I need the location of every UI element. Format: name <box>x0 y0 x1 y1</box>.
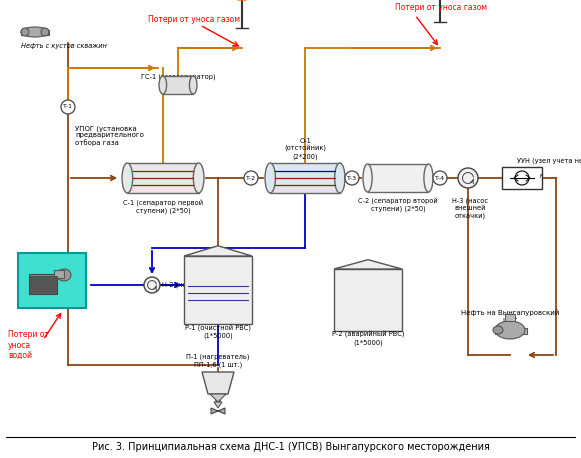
Text: С-1 (сепаратор первой
ступени) (2*50): С-1 (сепаратор первой ступени) (2*50) <box>123 200 203 214</box>
Ellipse shape <box>193 163 204 193</box>
Circle shape <box>61 100 75 114</box>
Bar <box>495 328 527 334</box>
Text: Потери от
уноса
водой: Потери от уноса водой <box>8 330 49 360</box>
Ellipse shape <box>424 164 433 192</box>
Ellipse shape <box>159 76 167 94</box>
Text: Т-4: Т-4 <box>435 175 445 180</box>
Bar <box>505 314 515 321</box>
Bar <box>368 164 428 192</box>
Polygon shape <box>184 246 252 256</box>
Bar <box>184 256 252 324</box>
Text: УУН (узел учета нефти): УУН (узел учета нефти) <box>517 158 581 164</box>
Bar <box>127 163 199 193</box>
Text: П-1 (нагреватель)
ПП-1,6 (1 шт.): П-1 (нагреватель) ПП-1,6 (1 шт.) <box>187 354 250 368</box>
Bar <box>29 276 57 294</box>
Text: Нефть на Вынгапуровский
ЦПС: Нефть на Вынгапуровский ЦПС <box>461 310 559 324</box>
Polygon shape <box>202 372 234 394</box>
Text: ГС-1 (газосепаратор): ГС-1 (газосепаратор) <box>141 74 216 81</box>
Text: Р-1 (очистной РВС)
(1*5000): Р-1 (очистной РВС) (1*5000) <box>185 325 251 339</box>
Ellipse shape <box>265 163 275 193</box>
Text: Потери от уноса газом: Потери от уноса газом <box>148 16 240 24</box>
Circle shape <box>144 277 160 293</box>
Text: О-1
(отстойник)
(2*200): О-1 (отстойник) (2*200) <box>284 138 326 160</box>
Ellipse shape <box>189 76 197 94</box>
Bar <box>54 270 64 278</box>
Ellipse shape <box>21 28 29 36</box>
Ellipse shape <box>122 163 132 193</box>
Ellipse shape <box>335 163 345 193</box>
Polygon shape <box>211 408 225 414</box>
Ellipse shape <box>57 269 71 281</box>
Text: Т-3: Т-3 <box>347 175 357 180</box>
Ellipse shape <box>363 164 372 192</box>
Circle shape <box>345 171 359 185</box>
Text: Нефть с кустов скважин: Нефть с кустов скважин <box>21 43 107 49</box>
Polygon shape <box>210 394 226 402</box>
Bar <box>21 30 49 35</box>
Text: Т-1: Т-1 <box>63 104 73 109</box>
Circle shape <box>458 168 478 188</box>
Text: Потери от уноса газом: Потери от уноса газом <box>395 4 487 12</box>
Ellipse shape <box>493 326 503 334</box>
Polygon shape <box>214 402 222 408</box>
Bar <box>502 167 542 189</box>
Circle shape <box>244 171 258 185</box>
Polygon shape <box>334 260 402 269</box>
Text: Р-2 (аварийный РВС)
(1*5000): Р-2 (аварийный РВС) (1*5000) <box>332 332 404 346</box>
Bar <box>29 274 57 294</box>
Text: Рис. 3. Принципиальная схема ДНС-1 (УПСВ) Вынгапурского месторождения: Рис. 3. Принципиальная схема ДНС-1 (УПСВ… <box>92 442 489 452</box>
Text: Н-2 (насос откачки воды): Н-2 (насос откачки воды) <box>162 282 252 288</box>
Bar <box>163 76 193 94</box>
Text: УПОГ (установка
предварительного
отбора газа: УПОГ (установка предварительного отбора … <box>75 125 144 147</box>
Ellipse shape <box>495 321 525 339</box>
Text: Н-3 (насос
внешней
откачки): Н-3 (насос внешней откачки) <box>452 198 488 219</box>
Text: F: F <box>539 174 542 179</box>
Text: С-2 (сепаратор второй
ступени) (2*50): С-2 (сепаратор второй ступени) (2*50) <box>358 198 438 213</box>
Bar <box>18 252 86 307</box>
Bar <box>334 269 402 331</box>
Circle shape <box>433 171 447 185</box>
Ellipse shape <box>41 28 49 36</box>
Ellipse shape <box>21 27 49 37</box>
Bar <box>270 163 340 193</box>
Text: Т-2: Т-2 <box>246 175 256 180</box>
